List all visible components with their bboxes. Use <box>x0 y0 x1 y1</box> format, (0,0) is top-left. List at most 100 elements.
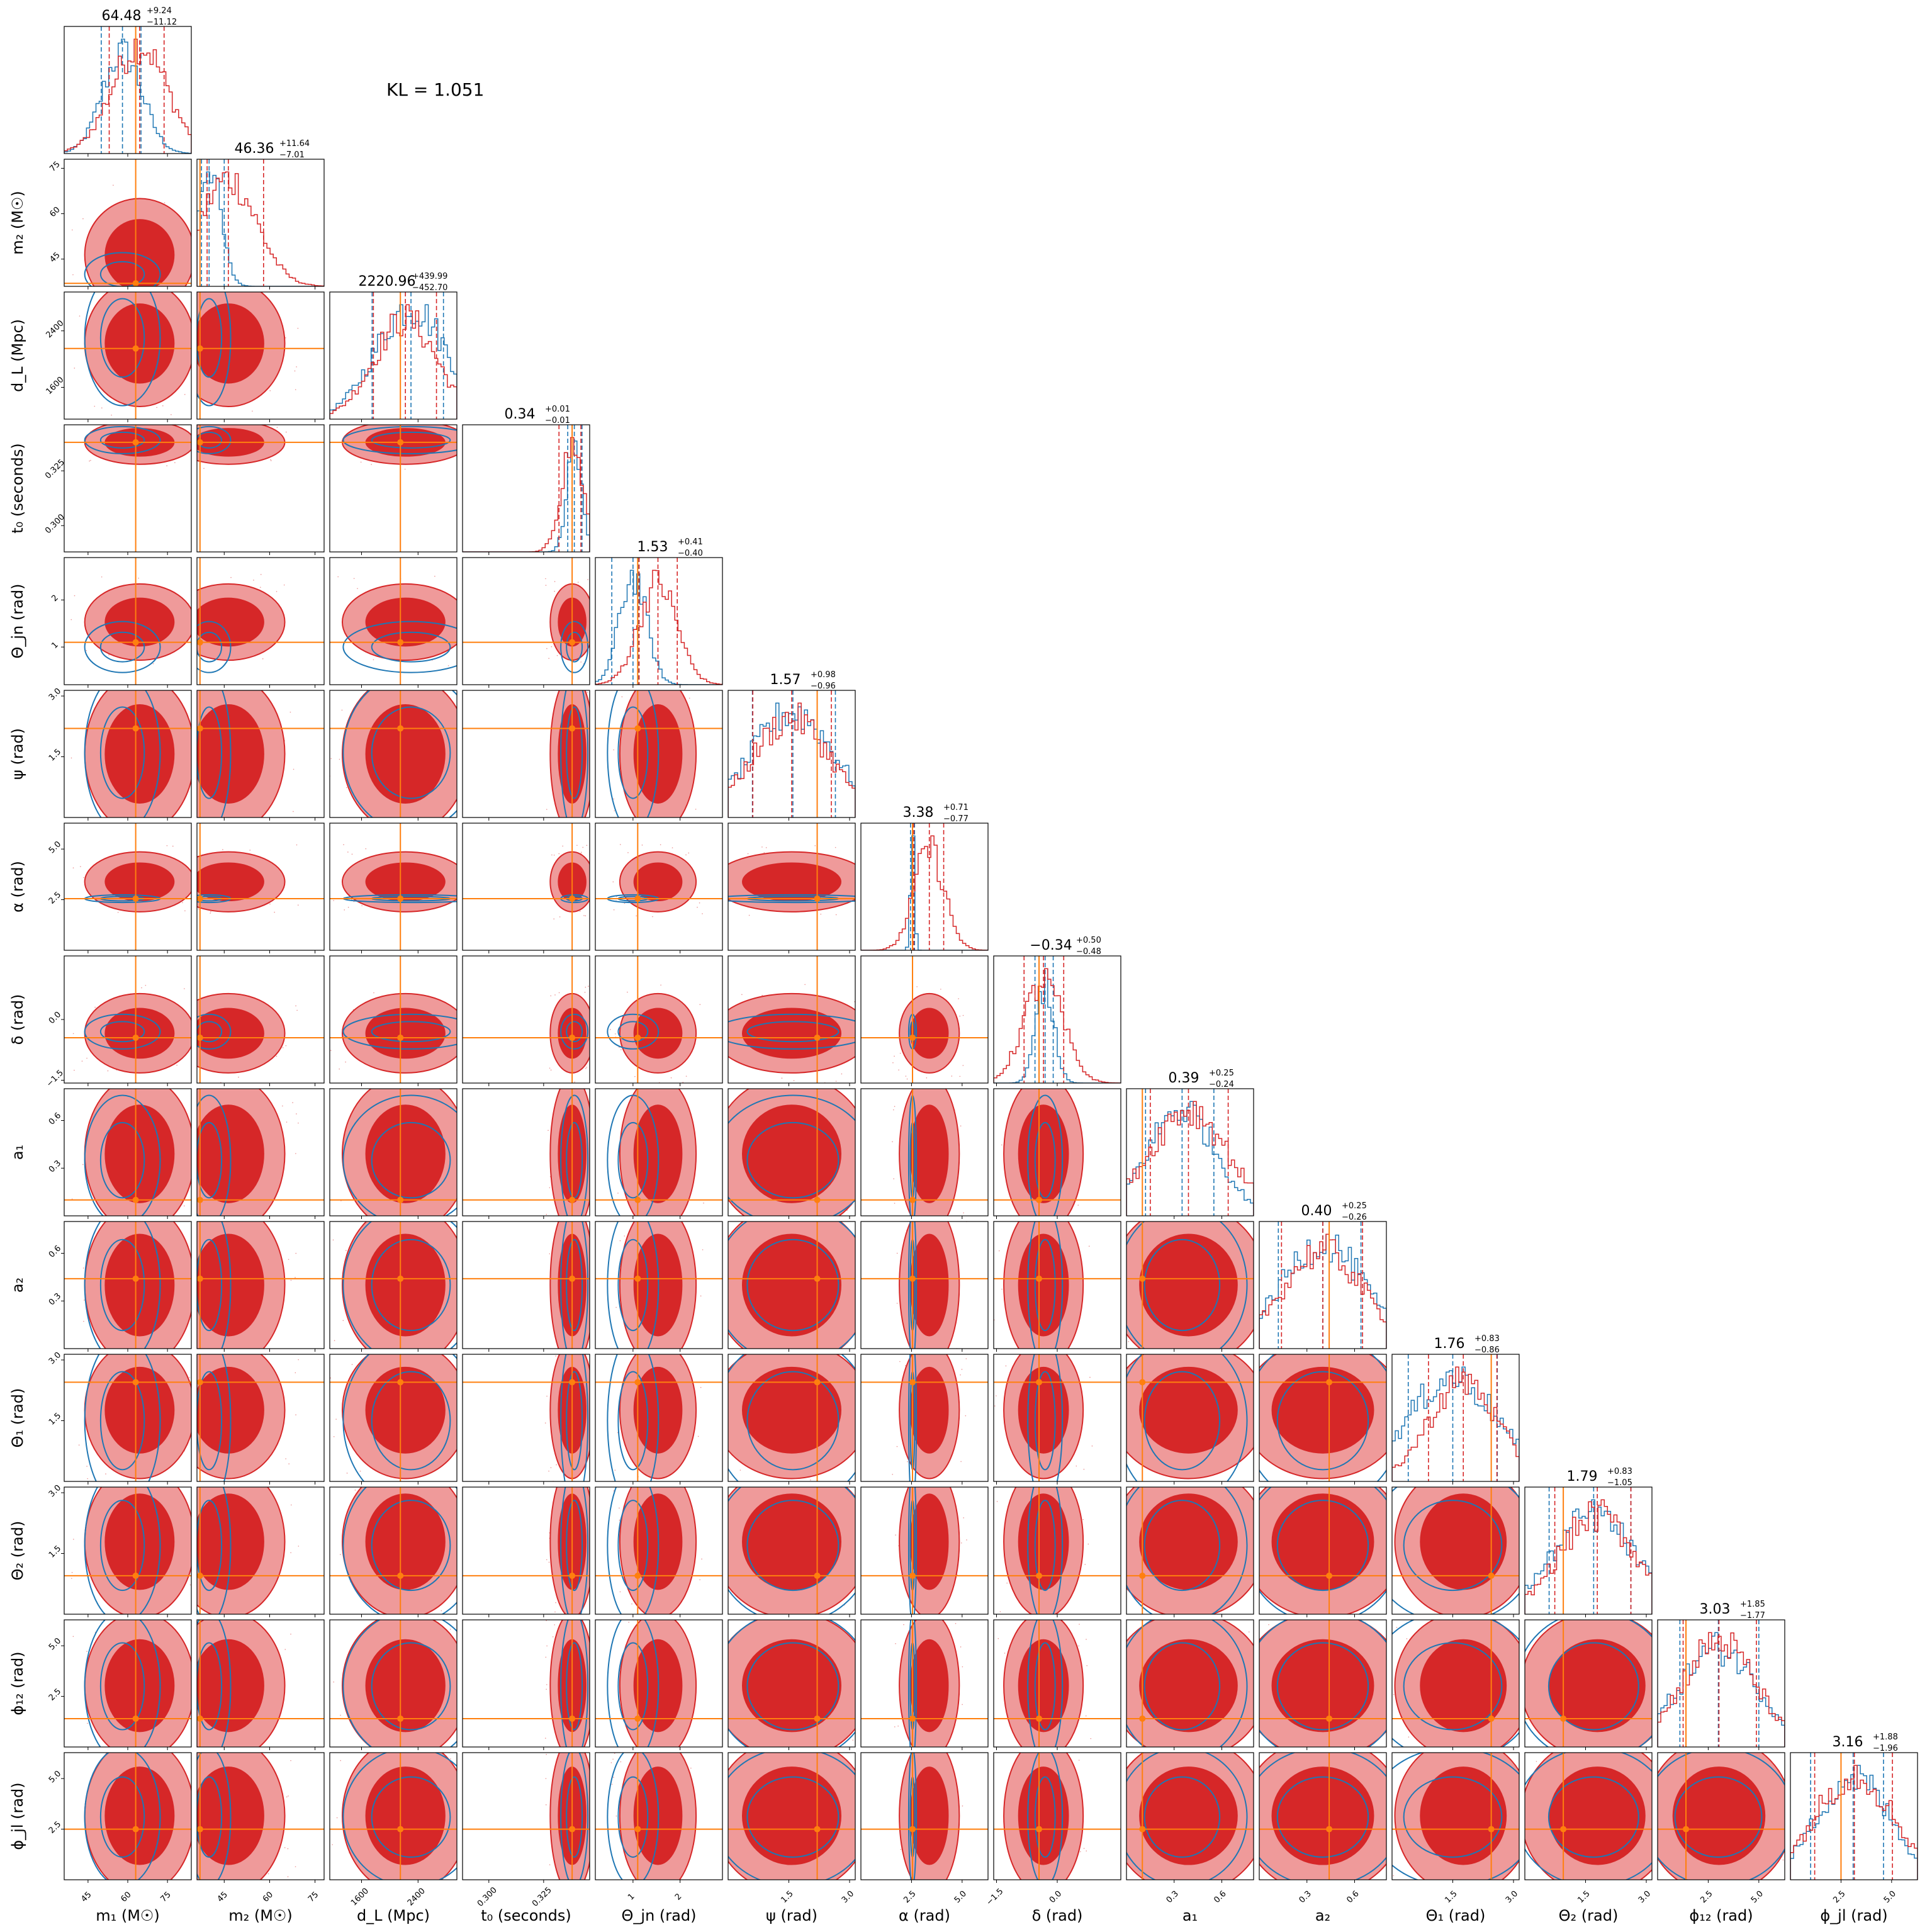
sample-point <box>548 1561 550 1563</box>
sample-point <box>473 1497 474 1498</box>
sample-point <box>365 848 367 850</box>
sample-point <box>611 1783 613 1785</box>
x-tick-label: 0.300 <box>476 1885 499 1909</box>
sample-point <box>1114 1707 1115 1709</box>
sample-point <box>371 464 372 465</box>
panel-frame <box>595 1088 723 1216</box>
panel-frame <box>462 1486 590 1615</box>
sample-point <box>923 1349 924 1351</box>
sample-point <box>910 1473 911 1474</box>
sample-point <box>617 1081 618 1082</box>
panel-frame <box>860 955 989 1084</box>
sample-point <box>597 991 598 992</box>
sample-point <box>882 1746 884 1747</box>
sample-point <box>1254 1396 1255 1398</box>
sample-point <box>1408 1736 1410 1738</box>
sample-point <box>627 661 629 663</box>
sample-point <box>97 1738 98 1739</box>
red-contour-inner <box>104 1493 175 1590</box>
sample-point <box>962 1014 964 1016</box>
sample-point <box>583 915 585 916</box>
sample-point <box>233 415 234 416</box>
sample-point <box>597 1736 598 1737</box>
sample-point <box>467 1861 468 1862</box>
blue-contour-outer <box>1027 1620 1064 1747</box>
sample-point <box>804 984 806 986</box>
sample-point <box>1787 1860 1788 1861</box>
truth-point <box>1488 1572 1495 1579</box>
y-tick-label: 0.3 <box>47 1291 63 1307</box>
truth-point <box>909 1826 916 1833</box>
sample-point <box>477 869 478 870</box>
sample-point <box>166 845 168 846</box>
truth-point <box>397 1715 404 1722</box>
blue-contour-inner <box>99 1021 145 1043</box>
sample-point <box>1353 1327 1354 1328</box>
sample-point <box>185 1222 186 1223</box>
sample-point <box>193 1485 194 1486</box>
sample-point <box>717 1757 719 1758</box>
sample-point <box>1111 1362 1112 1364</box>
x-tick-label: 2.5 <box>902 1889 918 1905</box>
sample-point <box>331 1447 332 1448</box>
sample-point <box>459 1067 460 1069</box>
sample-point <box>547 1340 548 1342</box>
sample-point <box>188 1460 189 1461</box>
sample-point <box>547 666 548 668</box>
panel-a2-vs-psi <box>700 1221 856 1352</box>
sample-point <box>699 1460 700 1461</box>
panel-frame <box>595 1221 723 1349</box>
sample-point <box>80 683 81 684</box>
blue-contour-outer <box>907 1487 918 1614</box>
sample-point <box>366 843 367 845</box>
sample-point <box>271 826 272 827</box>
sample-point <box>89 1333 90 1334</box>
sample-point <box>555 1355 556 1357</box>
panel-frame <box>329 1486 458 1615</box>
sample-point <box>1211 1215 1212 1216</box>
sample-point <box>339 758 340 760</box>
sample-point <box>182 679 183 680</box>
sample-point <box>859 1074 860 1075</box>
sample-point <box>546 1559 548 1561</box>
panel-frame <box>595 557 723 685</box>
sample-point <box>587 579 588 580</box>
sample-point <box>1394 1886 1395 1887</box>
sample-point <box>820 913 822 915</box>
sample-point <box>235 672 237 673</box>
sample-point <box>810 1887 811 1889</box>
sample-point <box>1794 1775 1795 1776</box>
y-axis-label: ϕ_jl (rad) <box>9 1782 26 1850</box>
sample-point <box>180 825 181 826</box>
sample-point <box>193 1782 194 1783</box>
sample-point <box>182 1361 183 1362</box>
sample-point <box>716 1069 717 1070</box>
sample-point <box>415 831 416 833</box>
sample-point <box>174 288 176 289</box>
sample-point <box>471 712 472 713</box>
sample-point <box>1076 1465 1077 1467</box>
sample-point <box>472 671 473 672</box>
sample-point <box>695 1626 697 1627</box>
sample-point <box>335 668 336 670</box>
sample-point <box>1407 1340 1408 1342</box>
sample-point <box>94 1006 96 1008</box>
sample-point <box>700 1308 701 1309</box>
sample-point <box>293 768 295 770</box>
sample-point <box>962 1224 963 1225</box>
sample-point <box>1535 1758 1536 1760</box>
sample-point <box>634 1076 636 1077</box>
sample-point <box>959 1076 961 1077</box>
red-contour-inner <box>104 704 175 804</box>
sample-point <box>614 1753 615 1755</box>
truth-point <box>1036 1379 1043 1386</box>
sample-point <box>478 421 479 422</box>
sample-point <box>327 431 329 432</box>
sample-point <box>87 1230 88 1232</box>
hist-panel-dL: 2220.96+439.99−452.70 <box>329 272 458 422</box>
sample-point <box>963 1077 965 1079</box>
truth-point <box>634 1379 641 1386</box>
sample-point <box>237 1616 239 1617</box>
sample-point <box>961 1542 962 1544</box>
sample-point <box>235 416 237 417</box>
